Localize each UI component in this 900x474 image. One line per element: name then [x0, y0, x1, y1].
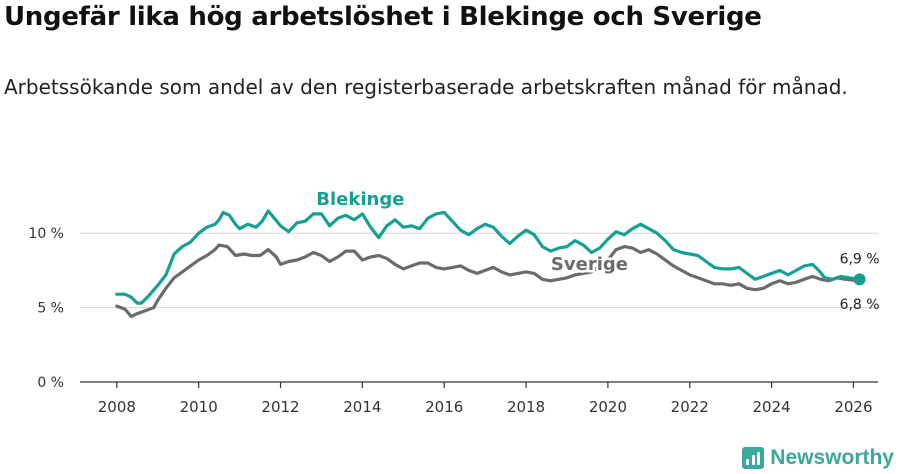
end-label-sverige: 6,8 % — [840, 297, 880, 313]
series-line-blekinge — [115, 209, 862, 305]
x-tick-label: 2018 — [507, 398, 545, 416]
y-tick-label: 0 % — [37, 375, 64, 391]
x-tick-label: 2020 — [589, 398, 627, 416]
series-line-sverige — [115, 243, 862, 319]
x-tick-label: 2026 — [834, 398, 872, 416]
series-label-sverige: Sverige — [551, 254, 628, 275]
series-label-blekinge: Blekinge — [316, 189, 404, 210]
x-tick-label: 2016 — [425, 398, 463, 416]
brand-name: Newsworthy — [770, 446, 894, 469]
x-tick-label: 2022 — [671, 398, 709, 416]
x-tick-label: 2010 — [180, 398, 218, 416]
newsworthy-logo-icon — [742, 447, 765, 469]
grid-layer — [80, 232, 878, 309]
label-layer: Blekinge Sverige 6,9 % 6,8 % — [314, 187, 880, 313]
x-tick-label: 2024 — [753, 398, 791, 416]
series-layer — [115, 209, 862, 319]
end-label-blekinge: 6,9 % — [840, 251, 880, 267]
x-tick-label: 2012 — [261, 398, 299, 416]
chart-title: Ungefär lika hög arbetslöshet i Blekinge… — [4, 2, 762, 32]
newsworthy-brand[interactable]: Newsworthy — [742, 446, 894, 470]
chart-subtitle: Arbetssökande som andel av den registerb… — [4, 75, 848, 99]
axis-layer: 0 % 5 % 10 % 2008 2010 2012 2014 2016 2018 2020 20… — [28, 226, 878, 416]
y-tick-label: 10 % — [28, 226, 64, 242]
x-tick-label: 2008 — [98, 398, 136, 416]
x-tick-label: 2014 — [343, 398, 381, 416]
y-tick-label: 5 % — [37, 301, 64, 317]
series-end-marker — [853, 273, 866, 286]
